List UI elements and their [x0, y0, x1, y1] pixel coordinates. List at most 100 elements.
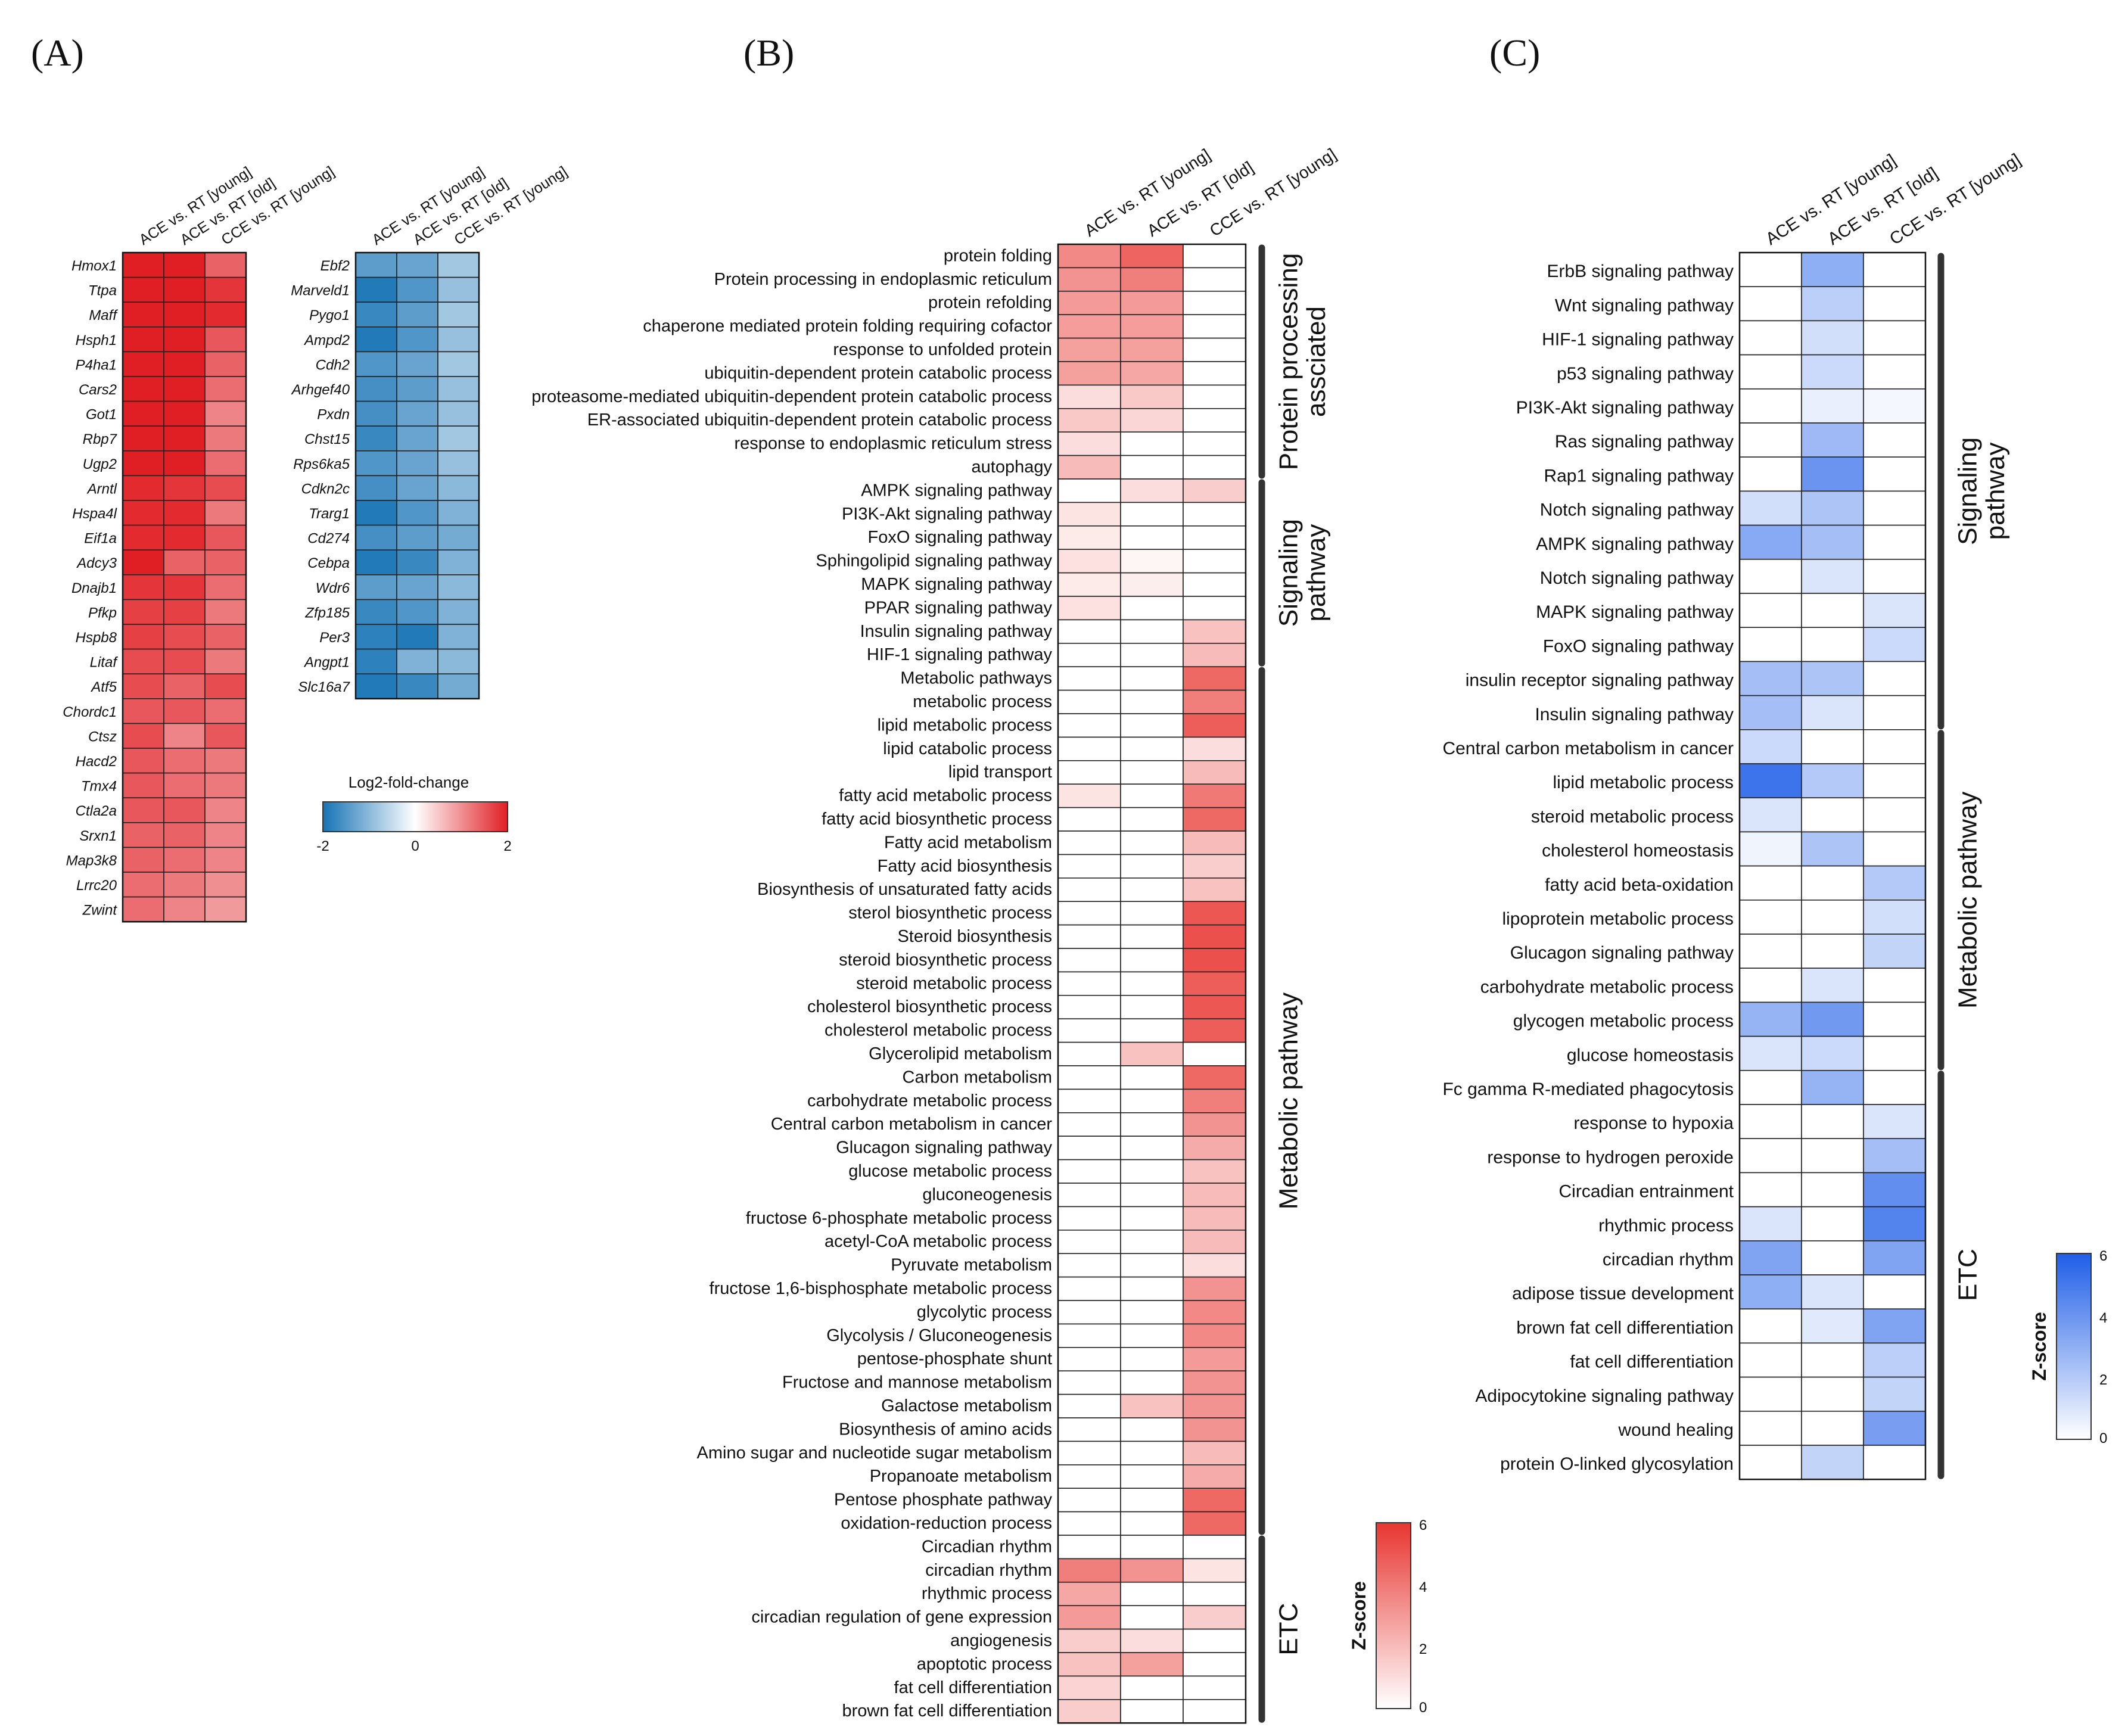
heatmap-cell [1057, 713, 1121, 738]
group-label: Metabolic pathway [1274, 993, 1303, 1209]
heatmap-cell [437, 276, 480, 303]
heatmap-cell [122, 822, 164, 848]
heatmap-cell [1739, 661, 1802, 696]
heatmap-cell [204, 723, 247, 749]
row-label: response to hydrogen peroxide [1487, 1147, 1734, 1167]
heatmap-cell [355, 326, 397, 353]
heatmap-cell [1739, 865, 1802, 901]
heatmap-cell [1120, 1300, 1184, 1325]
heatmap-cell [1057, 314, 1121, 339]
row-label: sterol biosynthetic process [848, 904, 1052, 923]
heatmap-cell [1120, 1417, 1184, 1442]
heatmap-cell [1739, 320, 1802, 356]
heatmap-cell [1863, 252, 1926, 288]
heatmap-cell [437, 549, 480, 575]
row-label: Ebf2 [321, 258, 350, 274]
row-label: Cdh2 [316, 357, 350, 373]
row-label: protein folding [944, 246, 1052, 265]
row-label: Propanoate metabolism [870, 1467, 1052, 1486]
legend-a: Log2-fold-change -2 0 2 [316, 773, 511, 854]
heatmap-cell [204, 376, 247, 402]
heatmap-cell [163, 896, 206, 922]
row-label: fat cell differentiation [1570, 1352, 1734, 1372]
heatmap-cell [1183, 971, 1246, 996]
row-label: ER-associated ubiquitin-dependent protei… [587, 410, 1052, 430]
colorbar-c-title: Z-score [2029, 1312, 2050, 1381]
heatmap-cell [1801, 1376, 1864, 1412]
heatmap-cell [122, 475, 164, 501]
heatmap-cell [1183, 854, 1246, 879]
row-label: response to endoplasmic reticulum stress [734, 434, 1052, 453]
heatmap-cell [1057, 901, 1121, 926]
heatmap-cell [122, 599, 164, 625]
row-label: fructose 1,6-bisphosphate metabolic proc… [710, 1279, 1052, 1298]
group-label: Protein processing [1274, 253, 1303, 470]
heatmap-cell [1183, 783, 1246, 808]
heatmap-cell [1801, 865, 1864, 901]
heatmap-cell [1120, 643, 1184, 668]
row-label: steroid metabolic process [1531, 807, 1734, 826]
heatmap-cell [1120, 314, 1184, 339]
heatmap-cell [1183, 924, 1246, 949]
heatmap-cell [1183, 901, 1246, 926]
heatmap-cell [163, 450, 206, 477]
heatmap-cell [1057, 1135, 1121, 1161]
row-label: lipid metabolic process [1553, 773, 1734, 792]
row-label: apoptotic process [917, 1654, 1052, 1673]
heatmap-cell [1057, 689, 1121, 714]
heatmap-cell [204, 450, 247, 477]
heatmap-cell [1183, 1652, 1246, 1677]
row-label: Rps6ka5 [293, 456, 350, 472]
heatmap-cell [1801, 490, 1864, 526]
heatmap-cell [1863, 729, 1926, 764]
heatmap-cell [1057, 666, 1121, 691]
heatmap-cell [1183, 1253, 1246, 1278]
heatmap-cell [163, 574, 206, 601]
heatmap-cell [355, 376, 397, 402]
heatmap-cell [1863, 1274, 1926, 1310]
row-label: lipid catabolic process [883, 739, 1052, 758]
heatmap-cell [204, 252, 247, 278]
heatmap-cell [1739, 934, 1802, 969]
heatmap-cell [396, 351, 438, 377]
heatmap-c: ErbB signaling pathway Wnt signaling path… [1442, 150, 2024, 1480]
row-label: Wdr6 [316, 580, 350, 596]
heatmap-cell [1183, 878, 1246, 903]
heatmap-cell [204, 648, 247, 674]
row-label: Pxdn [317, 407, 350, 423]
heatmap-cell [1057, 478, 1121, 503]
heatmap-cell [1801, 456, 1864, 492]
heatmap-cell [1057, 643, 1121, 668]
row-label: oxidation-reduction process [841, 1514, 1052, 1533]
heatmap-cell [1120, 1253, 1184, 1278]
row-label: PI3K-Akt signaling pathway [1516, 398, 1734, 418]
heatmap-cell [1057, 1159, 1121, 1184]
row-label: MAPK signaling pathway [861, 575, 1052, 594]
heatmap-cell [1801, 1001, 1864, 1037]
heatmap-cell [1057, 596, 1121, 621]
heatmap-cell [396, 599, 438, 625]
heatmap-cell [1183, 384, 1246, 409]
row-label: response to hypoxia [1573, 1113, 1734, 1133]
row-label: Circadian entrainment [1559, 1182, 1734, 1202]
heatmap-cell [1120, 1088, 1184, 1113]
heatmap-cell [1739, 490, 1802, 526]
heatmap-cell [396, 500, 438, 526]
heatmap-cell [1801, 593, 1864, 629]
row-label: Insulin signaling pathway [860, 622, 1053, 641]
heatmap-cell [1057, 455, 1121, 480]
heatmap-cell [1739, 354, 1802, 390]
row-label: Ras signaling pathway [1555, 432, 1734, 452]
row-label: Hspb8 [76, 630, 117, 646]
heatmap-cell [1057, 1347, 1121, 1372]
heatmap-cell [1183, 736, 1246, 761]
heatmap-cell [1801, 388, 1864, 424]
heatmap-cell [1739, 1206, 1802, 1242]
heatmap-cell [1863, 661, 1926, 696]
heatmap-cell [1801, 1172, 1864, 1208]
heatmap-cell [1183, 1675, 1246, 1700]
row-label: MAPK signaling pathway [1536, 602, 1734, 622]
heatmap-cell [437, 599, 480, 625]
heatmap-cell [163, 400, 206, 427]
row-label: gluconeogenesis [922, 1185, 1052, 1204]
